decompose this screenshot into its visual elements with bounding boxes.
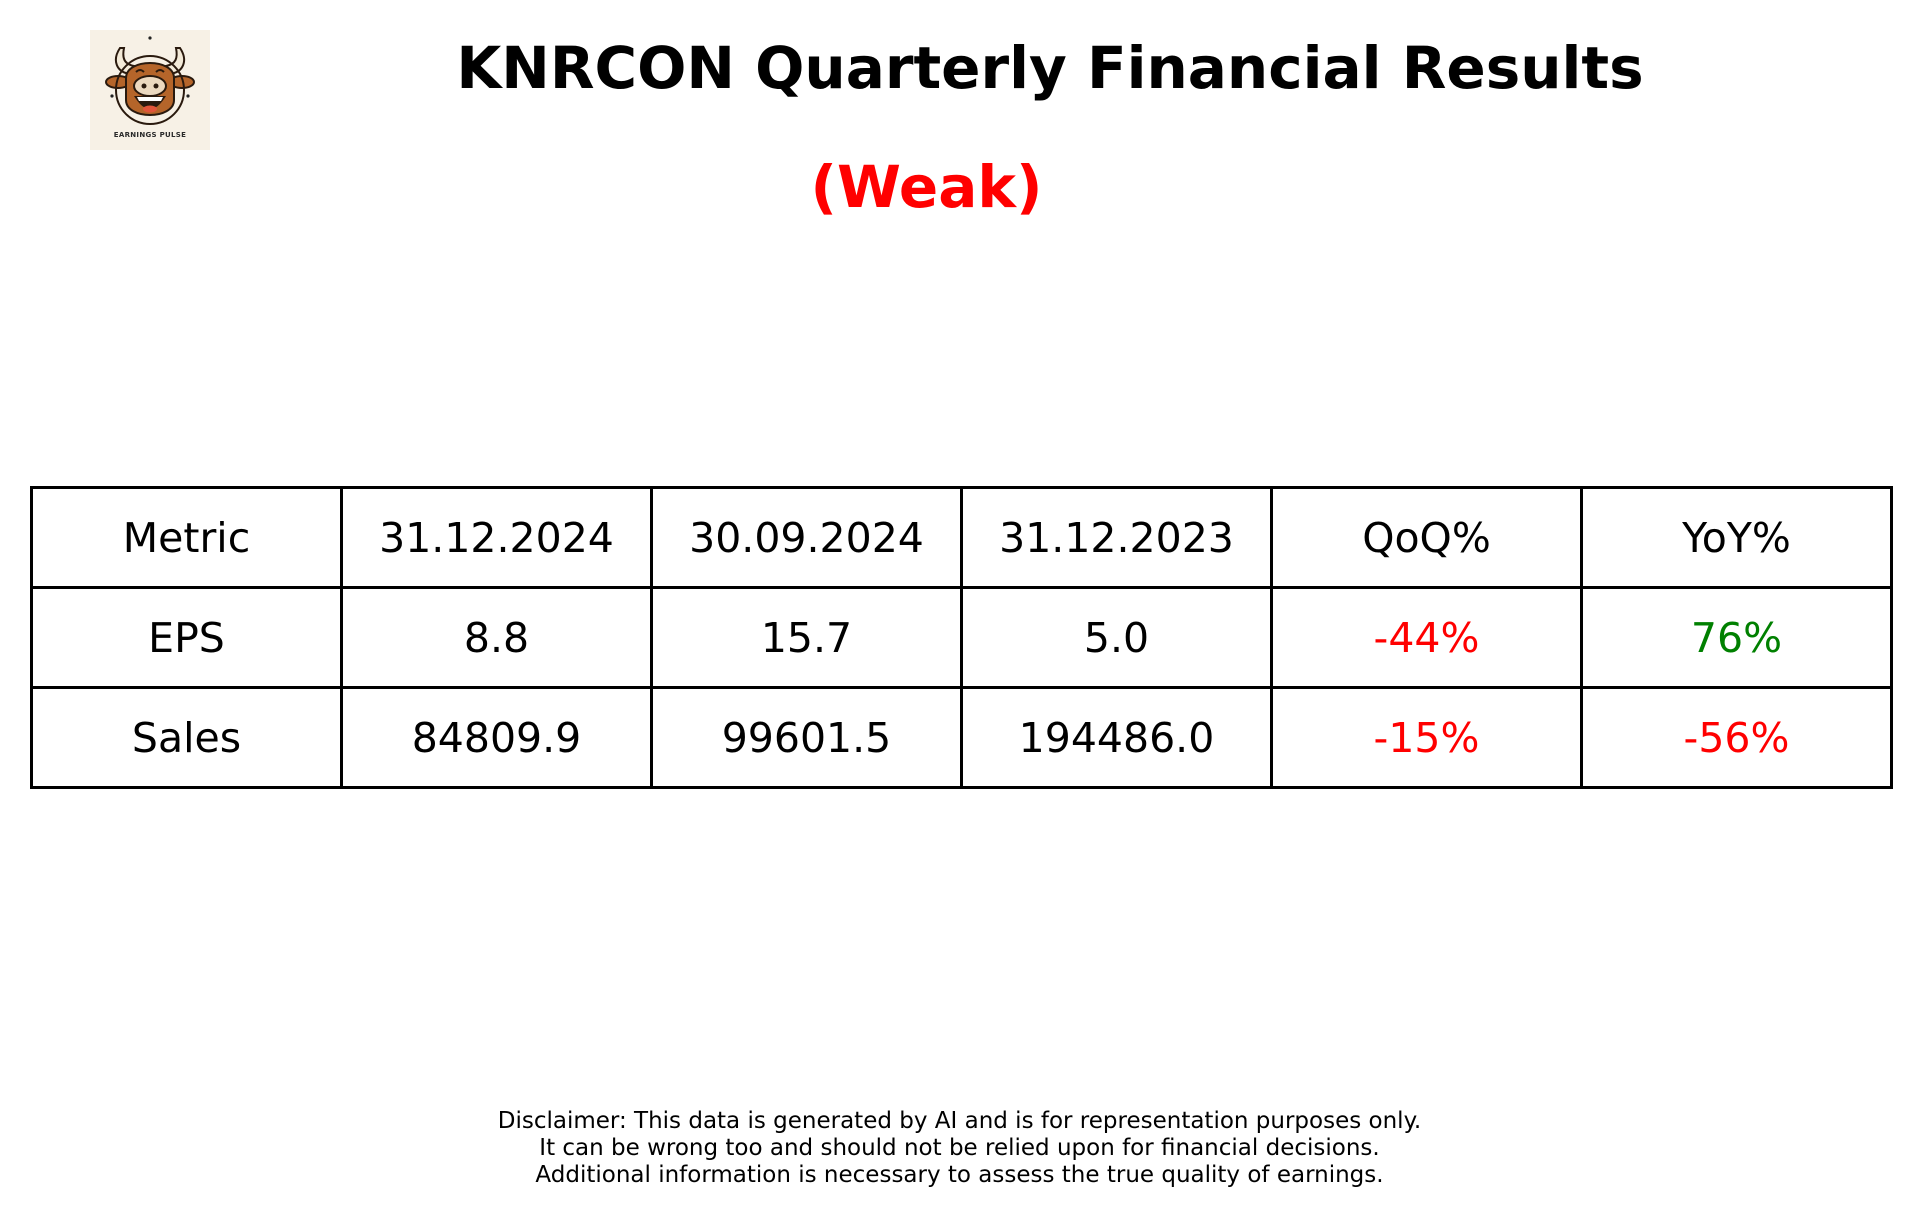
table-header-row: Metric 31.12.2024 30.09.2024 31.12.2023 … [30,486,1893,589]
cell-value: 15.7 [650,586,963,689]
cell-value: 99601.5 [650,686,963,789]
header-cell-metric: Metric [30,486,343,589]
cell-yoy-change: -56% [1580,686,1893,789]
header-cell-yoy: YoY% [1580,486,1893,589]
table-row: EPS 8.8 15.7 5.0 -44% 76% [30,586,1893,689]
header-cell-current-quarter: 31.12.2024 [340,486,653,589]
cell-qoq-change: -15% [1270,686,1583,789]
logo: EARNINGS PULSE [90,30,210,150]
disclaimer-line: Additional information is necessary to a… [535,1162,1384,1188]
cell-yoy-change: 76% [1580,586,1893,689]
results-table: Metric 31.12.2024 30.09.2024 31.12.2023 … [30,486,1893,789]
cell-value: 84809.9 [340,686,653,789]
disclaimer: Disclaimer: This data is generated by AI… [0,1108,1919,1189]
header-cell-year-ago-quarter: 31.12.2023 [960,486,1273,589]
rating-label: (Weak) [810,153,1043,221]
header-cell-qoq: QoQ% [1270,486,1583,589]
cell-metric: EPS [30,586,343,689]
cell-value: 8.8 [340,586,653,689]
cell-qoq-change: -44% [1270,586,1583,689]
cell-metric: Sales [30,686,343,789]
page-title: KNRCON Quarterly Financial Results [456,34,1644,102]
bull-mascot-icon [105,36,195,125]
disclaimer-line: It can be wrong too and should not be re… [539,1135,1380,1161]
cell-value: 5.0 [960,586,1273,689]
cell-value: 194486.0 [960,686,1273,789]
table-row: Sales 84809.9 99601.5 194486.0 -15% -56% [30,686,1893,789]
disclaimer-line: Disclaimer: This data is generated by AI… [497,1108,1422,1134]
logo-caption: EARNINGS PULSE [113,131,187,139]
header-cell-previous-quarter: 30.09.2024 [650,486,963,589]
